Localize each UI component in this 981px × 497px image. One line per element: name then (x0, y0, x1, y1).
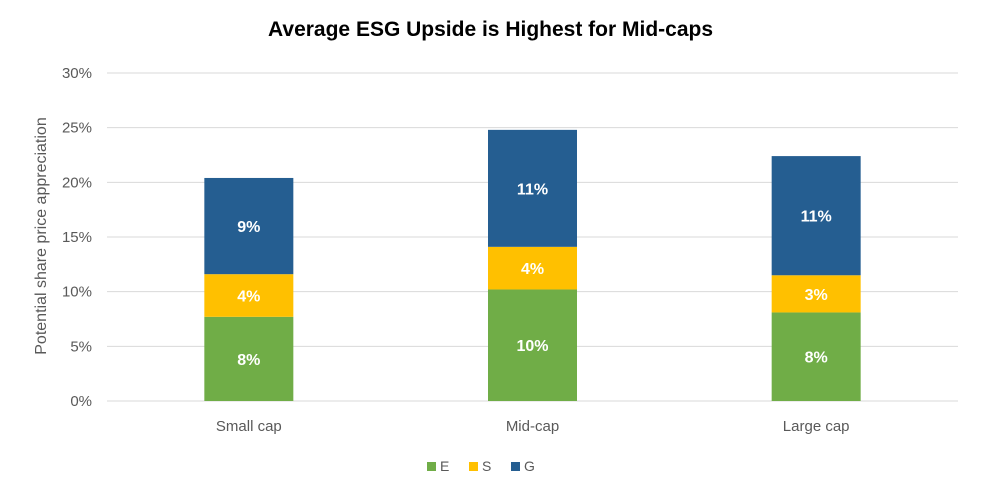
data-label: 4% (237, 288, 260, 305)
y-axis-ticks: 0% 5% 10% 15% 20% 25% 30% (62, 65, 92, 410)
y-tick-label: 20% (62, 174, 92, 191)
data-label: 10% (516, 338, 548, 355)
legend-swatch-s (469, 462, 478, 471)
y-tick-label: 10% (62, 284, 92, 301)
x-axis-categories: Small cap Mid-cap Large cap (216, 418, 850, 435)
legend-label: E (440, 458, 449, 474)
chart-title: Average ESG Upside is Highest for Mid-ca… (268, 18, 713, 41)
bar-segment-g (771, 156, 861, 276)
category-label: Large cap (783, 418, 850, 435)
bar-segment-g (204, 177, 294, 275)
data-label: 11% (801, 209, 832, 226)
data-labels: 8% 4% 9% 10% 4% 11% 8% 3% 11% (237, 181, 831, 369)
bar-segment-g (488, 129, 577, 247)
data-label: 11% (517, 181, 548, 198)
bar-segment-s (488, 246, 577, 290)
bar-segment-s (771, 275, 861, 313)
data-label: 4% (521, 261, 544, 278)
y-tick-label: 15% (62, 229, 92, 246)
legend-swatch-g (511, 462, 520, 471)
category-label: Mid-cap (506, 418, 559, 435)
y-tick-label: 25% (62, 120, 92, 137)
category-label: Small cap (216, 418, 282, 435)
data-label: 8% (805, 350, 828, 367)
y-tick-label: 0% (70, 393, 92, 410)
bar-segment-e (488, 289, 577, 401)
bar-segment-s (204, 274, 294, 317)
legend-swatch-e (427, 462, 436, 471)
y-tick-label: 30% (62, 65, 92, 82)
bar-segment-e (204, 316, 294, 401)
y-tick-label: 5% (70, 338, 92, 355)
bars (204, 129, 861, 401)
legend-label: G (524, 458, 535, 474)
data-label: 8% (237, 352, 260, 369)
legend-label: S (482, 458, 491, 474)
data-label: 3% (805, 287, 828, 304)
bar-segment-e (771, 312, 861, 401)
data-label: 9% (237, 219, 260, 236)
